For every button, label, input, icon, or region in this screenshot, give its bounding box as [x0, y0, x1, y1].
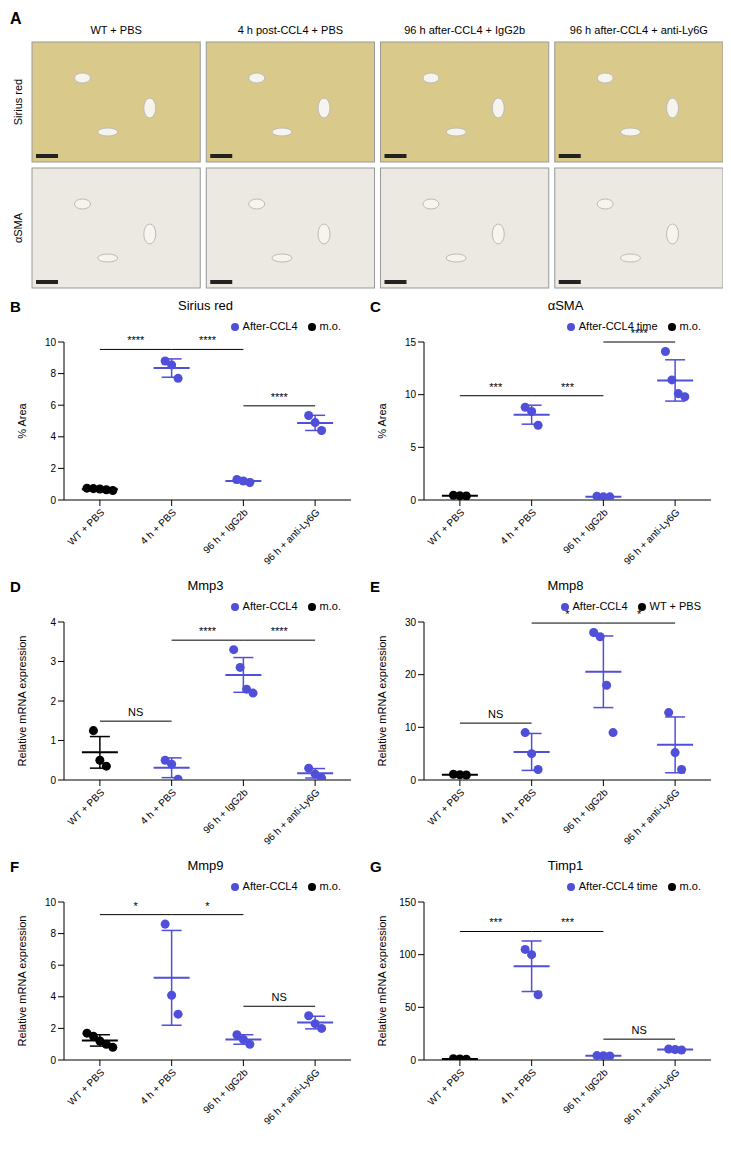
- svg-text:10: 10: [405, 389, 417, 400]
- svg-text:WT + PBS: WT + PBS: [65, 506, 106, 547]
- svg-text:96 h + IgG2b: 96 h + IgG2b: [201, 786, 250, 835]
- svg-text:% Area: % Area: [376, 402, 388, 438]
- svg-text:5: 5: [410, 442, 416, 453]
- svg-text:***: ***: [489, 916, 503, 928]
- svg-text:WT + PBS: WT + PBS: [65, 786, 106, 827]
- svg-text:0: 0: [410, 775, 416, 786]
- svg-text:50: 50: [405, 1002, 417, 1013]
- svg-text:***: ***: [489, 381, 503, 393]
- svg-text:WT + PBS: WT + PBS: [65, 1066, 106, 1107]
- svg-text:8: 8: [50, 928, 56, 939]
- svg-text:*: *: [134, 900, 139, 912]
- svg-text:4 h + PBS: 4 h + PBS: [138, 506, 178, 546]
- svg-text:20: 20: [405, 669, 417, 680]
- svg-text:Sirius red: Sirius red: [12, 79, 24, 125]
- svg-text:96 h + IgG2b: 96 h + IgG2b: [561, 1066, 610, 1115]
- svg-text:4: 4: [50, 617, 56, 628]
- svg-text:****: ****: [631, 327, 649, 339]
- svg-text:96 h + IgG2b: 96 h + IgG2b: [561, 506, 610, 555]
- svg-text:****: ****: [271, 625, 289, 637]
- svg-text:****: ****: [271, 391, 289, 403]
- svg-text:4 h + PBS: 4 h + PBS: [138, 1066, 178, 1106]
- svg-text:96 h + anti-Ly6G: 96 h + anti-Ly6G: [262, 787, 322, 847]
- svg-text:0: 0: [50, 1055, 56, 1066]
- svg-text:WT + PBS: WT + PBS: [425, 506, 466, 547]
- svg-text:4 h + PBS: 4 h + PBS: [498, 786, 538, 826]
- svg-text:****: ****: [199, 625, 217, 637]
- svg-text:96 h + anti-Ly6G: 96 h + anti-Ly6G: [262, 1067, 322, 1127]
- svg-text:30: 30: [405, 617, 417, 628]
- svg-text:4: 4: [50, 991, 56, 1002]
- svg-text:NS: NS: [488, 708, 503, 720]
- svg-text:*: *: [565, 608, 570, 620]
- svg-text:Relative mRNA expression: Relative mRNA expression: [16, 916, 28, 1047]
- svg-text:NS: NS: [128, 706, 143, 718]
- svg-text:150: 150: [399, 897, 416, 908]
- svg-text:96 h + IgG2b: 96 h + IgG2b: [201, 506, 250, 555]
- svg-text:A: A: [10, 10, 22, 27]
- svg-text:96 h + anti-Ly6G: 96 h + anti-Ly6G: [622, 1067, 682, 1127]
- svg-text:0: 0: [50, 775, 56, 786]
- svg-text:% Area: % Area: [16, 402, 28, 438]
- svg-text:96 h + IgG2b: 96 h + IgG2b: [201, 1066, 250, 1115]
- svg-text:96 h + IgG2b: 96 h + IgG2b: [561, 786, 610, 835]
- svg-text:96 h after-CCL4 + anti-Ly6G: 96 h after-CCL4 + anti-Ly6G: [570, 24, 708, 36]
- svg-text:Relative mRNA expression: Relative mRNA expression: [376, 636, 388, 767]
- svg-text:4 h + PBS: 4 h + PBS: [498, 1066, 538, 1106]
- svg-text:2: 2: [50, 463, 56, 474]
- svg-text:2: 2: [50, 1023, 56, 1034]
- svg-text:2: 2: [50, 696, 56, 707]
- svg-text:****: ****: [127, 334, 145, 346]
- svg-text:αSMA: αSMA: [12, 212, 24, 243]
- svg-text:4 h + PBS: 4 h + PBS: [498, 506, 538, 546]
- svg-text:96 h after-CCL4 + IgG2b: 96 h after-CCL4 + IgG2b: [404, 24, 525, 36]
- svg-text:15: 15: [405, 337, 417, 348]
- svg-text:NS: NS: [632, 1024, 647, 1036]
- svg-text:96 h + anti-Ly6G: 96 h + anti-Ly6G: [622, 507, 682, 567]
- svg-text:WT + PBS: WT + PBS: [425, 1066, 466, 1107]
- svg-text:*: *: [637, 608, 642, 620]
- svg-text:1: 1: [50, 735, 56, 746]
- svg-text:96 h + anti-Ly6G: 96 h + anti-Ly6G: [262, 507, 322, 567]
- svg-text:10: 10: [45, 337, 57, 348]
- svg-text:4 h post-CCL4 + PBS: 4 h post-CCL4 + PBS: [238, 24, 343, 36]
- svg-text:96 h + anti-Ly6G: 96 h + anti-Ly6G: [622, 787, 682, 847]
- svg-text:10: 10: [45, 897, 57, 908]
- svg-text:WT + PBS: WT + PBS: [90, 24, 141, 36]
- svg-text:6: 6: [50, 960, 56, 971]
- svg-text:Relative mRNA expression: Relative mRNA expression: [16, 636, 28, 767]
- svg-text:***: ***: [561, 381, 575, 393]
- svg-text:*: *: [205, 900, 210, 912]
- svg-text:4 h + PBS: 4 h + PBS: [138, 786, 178, 826]
- svg-text:8: 8: [50, 368, 56, 379]
- svg-text:4: 4: [50, 431, 56, 442]
- svg-text:100: 100: [399, 949, 416, 960]
- svg-text:10: 10: [405, 722, 417, 733]
- svg-text:6: 6: [50, 400, 56, 411]
- svg-text:0: 0: [50, 495, 56, 506]
- svg-text:3: 3: [50, 656, 56, 667]
- svg-text:****: ****: [199, 334, 217, 346]
- svg-text:WT + PBS: WT + PBS: [425, 786, 466, 827]
- svg-text:***: ***: [561, 916, 575, 928]
- svg-text:0: 0: [410, 495, 416, 506]
- svg-text:NS: NS: [272, 991, 287, 1003]
- svg-text:Relative mRNA expression: Relative mRNA expression: [376, 916, 388, 1047]
- svg-text:0: 0: [410, 1055, 416, 1066]
